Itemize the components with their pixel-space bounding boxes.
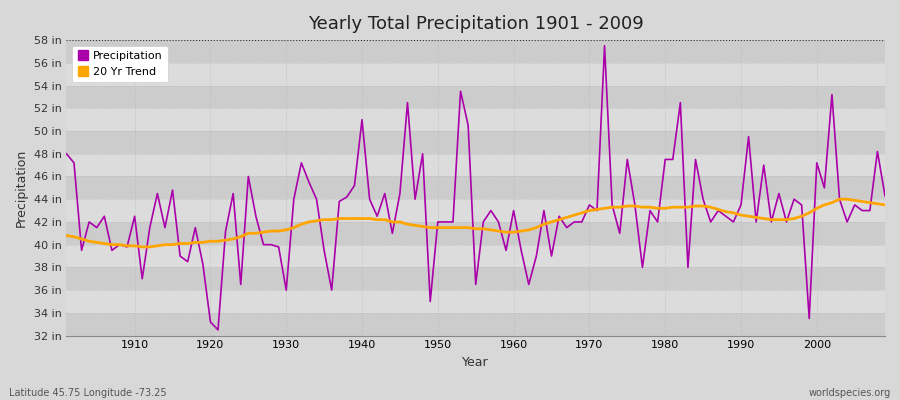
Text: worldspecies.org: worldspecies.org	[809, 388, 891, 398]
Bar	[67, 40, 885, 63]
Bar	[67, 199, 885, 222]
Bar	[67, 63, 885, 86]
Bar	[67, 267, 885, 290]
Bar	[67, 222, 885, 245]
Y-axis label: Precipitation: Precipitation	[15, 149, 28, 227]
Bar	[67, 131, 885, 154]
Title: Yearly Total Precipitation 1901 - 2009: Yearly Total Precipitation 1901 - 2009	[308, 15, 644, 33]
Bar	[67, 176, 885, 199]
Bar	[67, 313, 885, 336]
Bar	[67, 86, 885, 108]
Legend: Precipitation, 20 Yr Trend: Precipitation, 20 Yr Trend	[72, 46, 168, 82]
Bar	[67, 154, 885, 176]
Bar	[67, 290, 885, 313]
Text: Latitude 45.75 Longitude -73.25: Latitude 45.75 Longitude -73.25	[9, 388, 166, 398]
Bar	[67, 245, 885, 267]
X-axis label: Year: Year	[463, 356, 489, 369]
Bar	[67, 108, 885, 131]
